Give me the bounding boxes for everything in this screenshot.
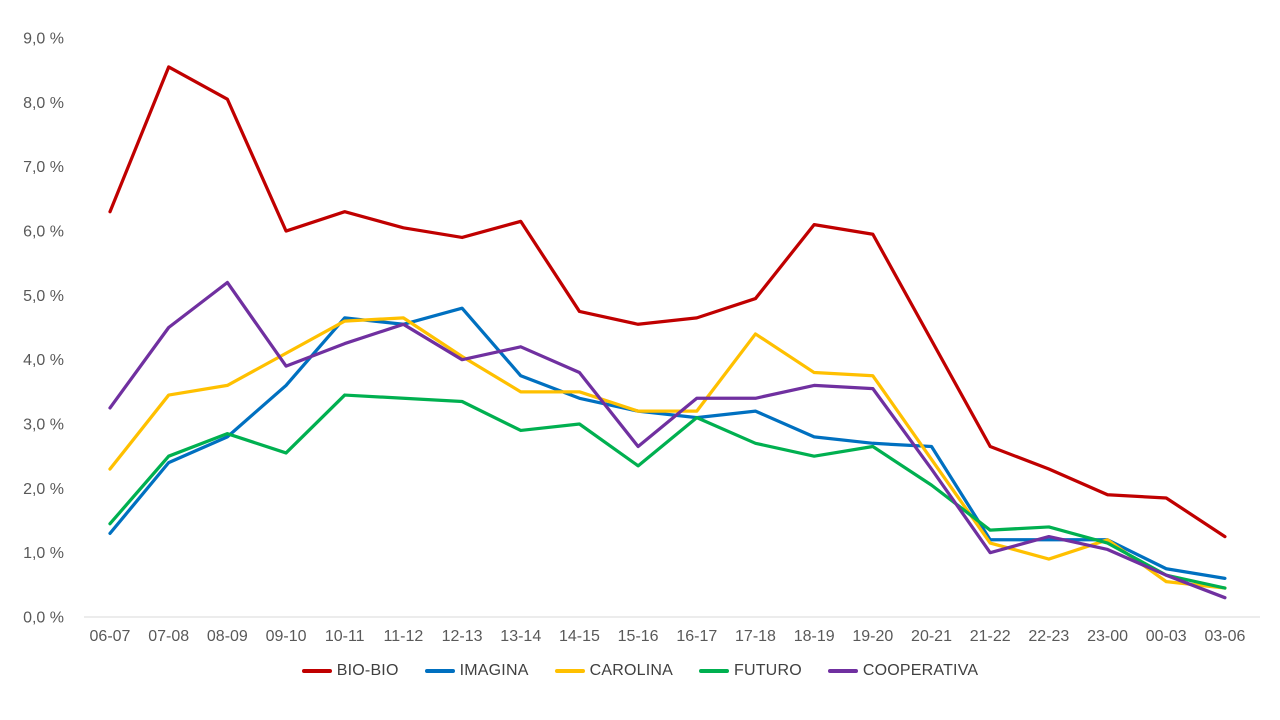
legend-swatch-icon	[554, 669, 585, 673]
legend-item-carolina: CAROLINA	[554, 662, 673, 680]
x-tick-label: 17-18	[735, 628, 776, 645]
y-tick-label: 7,0 %	[23, 159, 64, 176]
legend-label: COOPERATIVA	[862, 662, 979, 679]
y-tick-label: 0,0 %	[23, 610, 64, 627]
y-tick-label: 1,0 %	[23, 545, 64, 562]
x-tick-label: 23-00	[1087, 628, 1128, 645]
x-tick-label: 16-17	[676, 628, 717, 645]
legend-item-cooperativa: COOPERATIVA	[827, 662, 979, 680]
legend-item-bio-bio: BIO-BIO	[301, 662, 399, 680]
y-tick-label: 9,0 %	[23, 31, 64, 48]
series-line-carolina	[108, 316, 1227, 590]
y-tick-label: 4,0 %	[23, 352, 64, 369]
x-tick-label: 07-08	[148, 628, 189, 645]
x-tick-label: 20-21	[911, 628, 952, 645]
series-line-futuro	[108, 393, 1227, 590]
legend-label: FUTURO	[733, 662, 802, 679]
x-tick-label: 18-19	[794, 628, 835, 645]
x-tick-label: 14-15	[559, 628, 600, 645]
legend-swatch-icon	[698, 669, 729, 673]
x-tick-label: 08-09	[207, 628, 248, 645]
chart-legend: BIO-BIO IMAGINA CAROLINA FUTURO COOPERATIVA	[0, 662, 1280, 680]
x-tick-label: 15-16	[618, 628, 659, 645]
x-tick-label: 12-13	[442, 628, 483, 645]
y-tick-label: 6,0 %	[23, 224, 64, 241]
x-tick-label: 06-07	[90, 628, 131, 645]
y-tick-label: 5,0 %	[23, 288, 64, 305]
legend-label: BIO-BIO	[336, 662, 399, 679]
legend-swatch-icon	[827, 669, 858, 673]
legend-swatch-icon	[301, 669, 332, 673]
x-tick-label: 03-06	[1204, 628, 1245, 645]
x-tick-label: 13-14	[500, 628, 541, 645]
x-tick-label: 10-11	[325, 628, 365, 645]
x-tick-label: 21-22	[970, 628, 1011, 645]
x-tick-label: 19-20	[852, 628, 893, 645]
legend-item-futuro: FUTURO	[698, 662, 802, 680]
series-line-bio-bio	[108, 65, 1227, 539]
y-tick-label: 8,0 %	[23, 95, 64, 112]
x-tick-label: 00-03	[1146, 628, 1187, 645]
legend-item-imagina: IMAGINA	[424, 662, 529, 680]
legend-label: IMAGINA	[459, 662, 529, 679]
x-tick-label: 09-10	[266, 628, 307, 645]
x-tick-label: 11-12	[384, 628, 424, 645]
legend-label: CAROLINA	[589, 662, 673, 679]
y-tick-label: 2,0 %	[23, 481, 64, 498]
x-tick-label: 22-23	[1028, 628, 1069, 645]
y-tick-label: 3,0 %	[23, 417, 64, 434]
legend-swatch-icon	[424, 669, 455, 673]
series-line-cooperativa	[108, 280, 1227, 600]
